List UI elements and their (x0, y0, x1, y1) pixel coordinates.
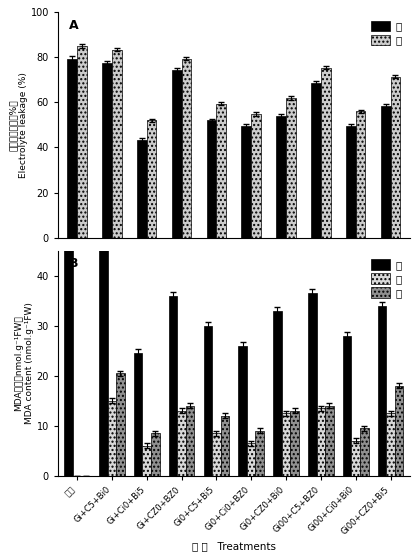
Y-axis label: MDA含量（nmol.g⁻¹FW）
MDA content (nmol.g⁻¹FW): MDA含量（nmol.g⁻¹FW） MDA content (nmol.g⁻¹F… (14, 302, 34, 424)
Bar (147, 120, 156, 237)
Legend: 根, 茎, 叶: 根, 茎, 叶 (368, 256, 405, 301)
Text: B: B (69, 257, 78, 270)
Bar (282, 413, 291, 476)
Bar (291, 410, 299, 476)
Bar (134, 353, 143, 476)
Bar (343, 335, 352, 476)
Bar (311, 83, 321, 237)
Bar (116, 373, 125, 476)
Bar (346, 126, 356, 237)
Bar (172, 70, 181, 237)
Bar (112, 49, 122, 237)
Bar (273, 311, 282, 476)
Bar (67, 58, 77, 237)
Bar (102, 63, 112, 237)
Bar (352, 441, 360, 476)
Bar (77, 46, 87, 237)
Bar (143, 446, 151, 476)
Bar (395, 386, 403, 476)
Bar (64, 236, 73, 476)
Bar (221, 416, 229, 476)
Bar (308, 293, 316, 476)
Bar (316, 408, 325, 476)
Bar (204, 325, 212, 476)
Bar (212, 433, 221, 476)
Bar (137, 139, 147, 237)
Bar (356, 111, 365, 237)
Bar (206, 120, 217, 237)
Bar (186, 406, 194, 476)
Bar (386, 413, 395, 476)
Bar (107, 401, 116, 476)
Bar (360, 428, 369, 476)
Legend: 根, 叶: 根, 叶 (368, 17, 405, 49)
Bar (377, 306, 386, 476)
Bar (181, 58, 191, 237)
Bar (242, 126, 251, 237)
Bar (255, 431, 264, 476)
Bar (238, 346, 247, 476)
Bar (151, 433, 160, 476)
Bar (217, 104, 226, 237)
X-axis label: 处 理   Treatments: 处 理 Treatments (192, 542, 276, 552)
Bar (390, 77, 400, 237)
Bar (381, 106, 390, 237)
Bar (276, 116, 286, 237)
Bar (169, 296, 177, 476)
Text: A: A (69, 19, 78, 32)
Bar (321, 68, 331, 237)
Y-axis label: 电解质渗漏率（%）
Electrolyte leakage (%): 电解质渗漏率（%） Electrolyte leakage (%) (8, 72, 28, 178)
Bar (286, 98, 296, 237)
Bar (177, 410, 186, 476)
Bar (247, 444, 255, 476)
Bar (251, 114, 261, 237)
Bar (325, 406, 334, 476)
Bar (99, 236, 107, 476)
